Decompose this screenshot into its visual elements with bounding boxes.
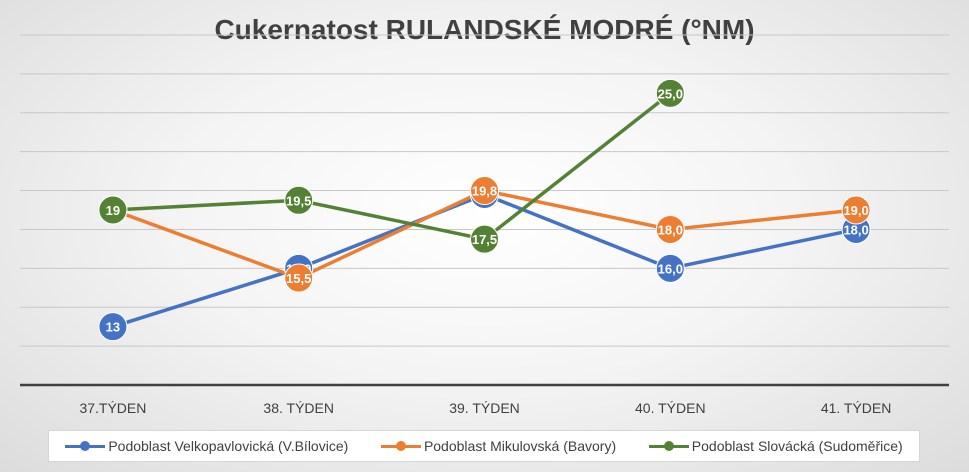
x-tick-label: 41. TÝDEN <box>821 400 892 416</box>
data-point-marker <box>841 195 871 225</box>
data-point-marker <box>470 176 499 206</box>
data-point-marker <box>655 78 685 108</box>
data-label: 16,0 <box>658 261 683 276</box>
data-point-marker <box>655 253 685 283</box>
data-point-marker <box>470 224 499 254</box>
data-point-marker <box>284 185 314 215</box>
data-label: 13 <box>106 320 120 335</box>
legend-label: Podoblast Slovácká (Sudoměřice) <box>691 438 903 454</box>
data-label: 19,5 <box>286 193 311 208</box>
data-label: 18,0 <box>843 222 868 237</box>
legend-line-marker-icon <box>380 440 421 452</box>
x-tick-label: 39. TÝDEN <box>449 400 520 416</box>
legend: Podoblast Velkopavlovická (V.Bílovice) Po… <box>48 430 920 462</box>
series-line <box>112 91 672 241</box>
legend-item: Podoblast Mikulovská (Bavory) <box>380 438 617 454</box>
data-point-marker <box>655 214 685 244</box>
data-point-marker <box>284 263 314 293</box>
data-point-marker <box>98 195 128 225</box>
legend-item: Podoblast Velkopavlovická (V.Bílovice) <box>65 438 348 454</box>
x-tick-label: 40. TÝDEN <box>635 400 706 416</box>
chart-title: Cukernatost RULANDSKÉ MODRÉ (°NM) <box>214 14 755 45</box>
data-label: 19 <box>106 203 120 218</box>
data-point-marker <box>98 312 128 342</box>
legend-label: Podoblast Mikulovská (Bavory) <box>423 438 617 454</box>
data-label: 17,5 <box>472 232 497 247</box>
legend-line-marker-icon <box>65 440 106 452</box>
data-label: 18,0 <box>658 222 683 237</box>
x-tick-label: 37.TÝDEN <box>79 400 146 416</box>
legend-line-marker-icon <box>648 440 689 452</box>
data-label: 19,8 <box>472 184 497 199</box>
data-label: 15,5 <box>286 271 311 286</box>
legend-item: Podoblast Slovácká (Sudoměřice) <box>648 438 903 454</box>
legend-label: Podoblast Velkopavlovická (V.Bílovice) <box>108 438 349 454</box>
data-label: 25,0 <box>658 86 683 101</box>
data-label: 19,0 <box>843 203 868 218</box>
x-tick-label: 38. TÝDEN <box>263 400 334 416</box>
